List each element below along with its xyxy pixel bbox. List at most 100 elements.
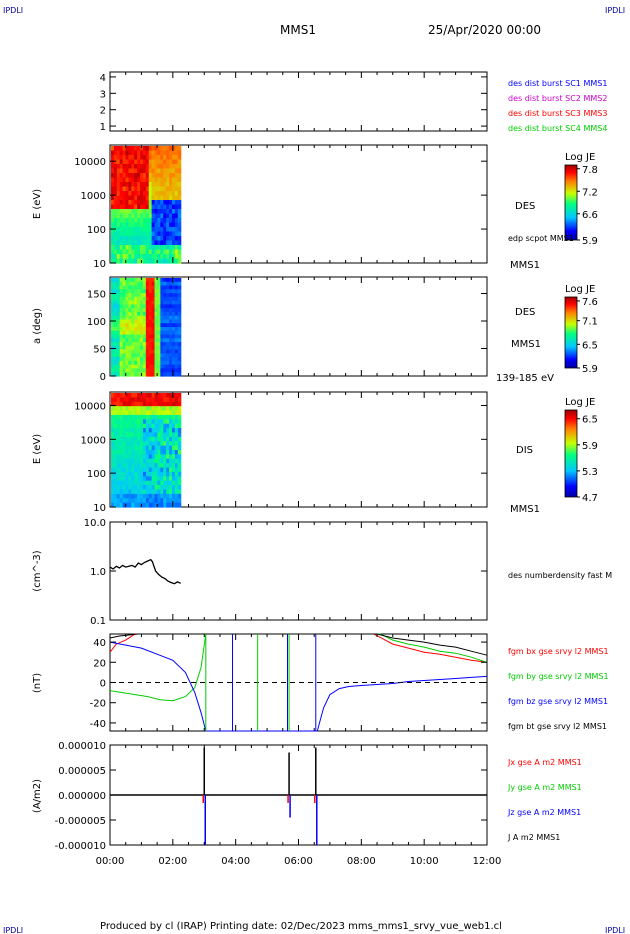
spectrogram-cell [166, 357, 170, 362]
spectrogram-cell [116, 428, 121, 434]
spectrogram-cell [145, 191, 150, 197]
spectrogram-cell [169, 467, 173, 473]
spectrogram-cell [171, 281, 176, 287]
spectrogram-cell [163, 357, 167, 362]
spectrogram-cell [174, 213, 179, 219]
spectrogram-cell [122, 353, 127, 358]
spectrogram-cell [163, 349, 167, 354]
spectrogram-cell [134, 186, 138, 192]
spectrogram-cell [148, 458, 153, 464]
spectrogram-cell [113, 281, 118, 287]
spectrogram-cell [177, 182, 182, 188]
spectrogram-cell [122, 493, 127, 499]
y-tick-label: 10 [93, 503, 106, 514]
spectrogram-cell [174, 345, 179, 351]
spectrogram-cell [171, 445, 176, 451]
spectrogram-cell [145, 315, 150, 321]
legend-entry: fgm by gse srvy l2 MMS1 [508, 672, 609, 681]
spectrogram-cell [151, 410, 156, 416]
spectrogram-cell [137, 441, 141, 447]
spectrogram-cell [116, 285, 121, 290]
spectrogram-cell [134, 204, 138, 210]
spectrogram-cell [163, 254, 167, 260]
spectrogram-cell [154, 195, 159, 201]
spectrogram-cell [128, 173, 132, 179]
spectrogram-cell [157, 245, 161, 251]
spectrogram-cell [119, 338, 124, 343]
spectrogram-cell [157, 345, 161, 351]
spectrogram-cell [148, 485, 153, 491]
spectrogram-cell [128, 186, 132, 192]
spectrogram-cell [134, 480, 138, 486]
spectrogram-cell [111, 498, 115, 504]
spectrogram-cell [169, 502, 173, 508]
spectrogram-cell [169, 372, 173, 377]
spectrogram-cell [145, 323, 150, 328]
spectrogram-cell [177, 300, 182, 305]
spectrogram-cell [160, 293, 164, 298]
spectrogram-cell [154, 450, 159, 455]
ylabel-panel6: (nT) [32, 673, 43, 693]
spectrogram-cell [145, 218, 150, 224]
spectrogram-cell [128, 159, 132, 165]
spectrogram-cell [116, 159, 121, 165]
spectrogram-cell [125, 319, 130, 324]
spectrogram-cell [174, 334, 179, 339]
spectrogram-cell [131, 146, 135, 152]
spectrogram-cell [111, 177, 115, 183]
spectrogram-cell [169, 397, 173, 403]
spectrogram-cell [131, 428, 135, 434]
spectrogram-cell [116, 368, 121, 373]
spectrogram-cell [151, 249, 156, 255]
spectrogram-cell [142, 436, 147, 442]
spectrogram-cell [137, 304, 141, 309]
spectrogram-cell [125, 436, 130, 442]
spectrogram-cell [111, 393, 115, 398]
spectrogram-cell [160, 240, 164, 246]
spectrogram-cell [125, 493, 130, 499]
spectrogram-cell [166, 450, 170, 455]
spectrogram-cell [113, 209, 118, 215]
spectrogram-cell [142, 240, 147, 246]
spectrogram-cell [116, 330, 121, 336]
spectrogram-cell [134, 450, 138, 455]
spectrogram-cell [131, 177, 135, 183]
spectrogram-cell [125, 458, 130, 464]
spectrogram-cell [151, 258, 156, 264]
spectrogram-cell [154, 150, 159, 156]
spectrogram-cell [177, 281, 182, 287]
spectrogram-cell [154, 419, 159, 425]
spectrogram-cell [145, 258, 150, 264]
spectrogram-cell [116, 467, 121, 473]
spectrogram-cell [134, 281, 138, 287]
spectrogram-cell [128, 471, 132, 477]
spectrogram-cell [142, 222, 147, 228]
spectrogram-cell [142, 186, 147, 192]
spectrogram-cell [171, 258, 176, 264]
spectrogram-cell [122, 231, 127, 237]
spectrogram-cell [113, 293, 118, 298]
spectrogram-cell [122, 278, 127, 283]
colorbar-label: 7.1 [582, 317, 598, 328]
spectrogram-cell [177, 454, 182, 460]
spectrogram-cell [166, 441, 170, 447]
spectrogram-cell [116, 463, 121, 469]
spectrogram-cell [177, 204, 182, 210]
spectrogram-cell [137, 445, 141, 451]
spectrogram-cell [113, 249, 118, 255]
spectrogram-cell [111, 222, 115, 228]
spectrogram-cell [131, 419, 135, 425]
spectrogram-cell [140, 311, 144, 317]
spectrogram-cell [125, 195, 130, 201]
spectrogram-cell [160, 173, 164, 179]
spectrogram-cell [116, 458, 121, 464]
spectrogram-cell [145, 150, 150, 156]
spectrogram-cell [160, 372, 164, 377]
spectrogram-cell [137, 278, 141, 283]
spectrogram-cell [163, 231, 167, 237]
spectrogram-cell [140, 498, 144, 504]
spectrogram-cell [177, 146, 182, 152]
spectrogram-cell [174, 285, 179, 290]
spectrogram-cell [145, 195, 150, 201]
spectrogram-cell [174, 493, 179, 499]
